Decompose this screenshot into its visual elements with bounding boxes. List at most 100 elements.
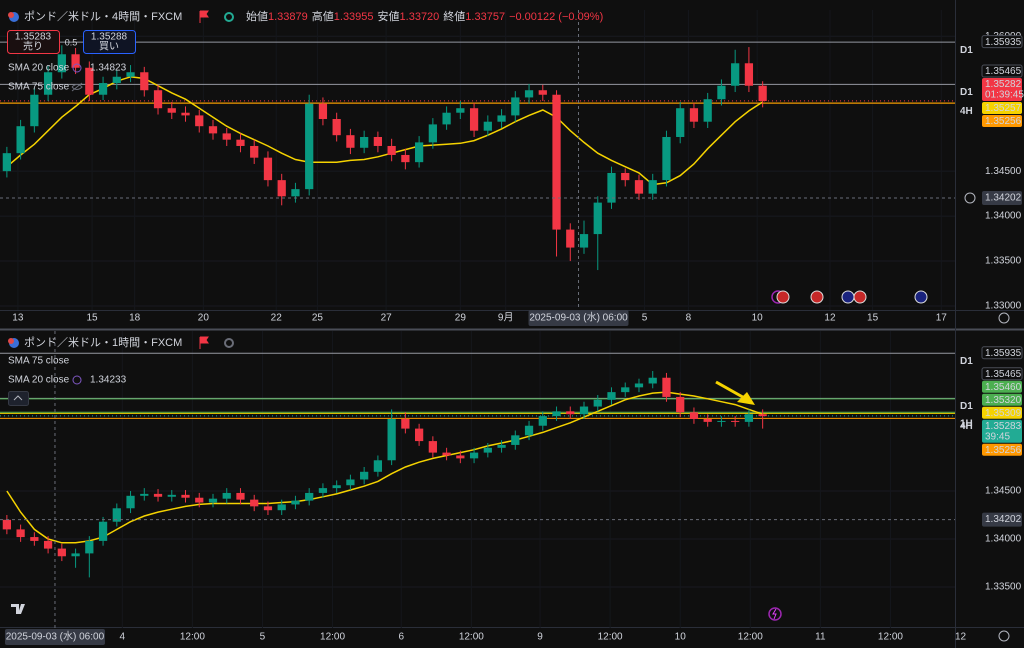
candle-body	[731, 63, 740, 86]
event-icon[interactable]	[841, 290, 855, 304]
chart-title: ポンド／米ドル・4時間・FXCM	[24, 10, 182, 23]
event-icon[interactable]	[853, 290, 867, 304]
candle-body	[744, 414, 754, 422]
candle-body	[387, 419, 396, 461]
candle-body	[566, 411, 575, 415]
buy-button[interactable]	[83, 30, 136, 54]
change: −0.00122 (−0.09%)	[509, 11, 603, 23]
candle-body	[456, 108, 465, 113]
settings-icon[interactable]	[998, 312, 1010, 324]
candle-body	[442, 112, 451, 125]
level-tag: D1	[960, 356, 973, 367]
level-label-box	[981, 346, 1023, 360]
candle-body	[277, 180, 286, 197]
candle-body	[744, 63, 754, 86]
candle-body	[181, 112, 190, 116]
sma-line	[6, 76, 764, 186]
symbol-icon	[8, 12, 14, 18]
candle-body	[250, 145, 259, 158]
candle-body	[2, 519, 11, 530]
buy-price: 1.35288	[91, 32, 128, 43]
hidden-icon[interactable]	[71, 82, 83, 92]
candle-body	[373, 460, 383, 472]
candle-body	[469, 108, 479, 131]
candle-body	[332, 119, 341, 136]
level-label-box	[982, 393, 1022, 406]
event-icon[interactable]	[768, 607, 782, 621]
candle-body	[607, 172, 616, 203]
candle-body	[85, 67, 94, 95]
indicator-icon[interactable]	[72, 375, 82, 385]
candle-body	[195, 497, 204, 503]
candle-body	[85, 540, 94, 554]
level-label-box	[982, 102, 1022, 115]
crosshair-y-box	[982, 190, 1022, 205]
level-label: 1.35460	[985, 382, 1022, 393]
axes: 1.360001.345001.340001.335001.3300013151…	[4, 31, 1024, 645]
level-label: 1.35282	[985, 79, 1022, 90]
level-label: 1.35257	[985, 103, 1022, 114]
ohlc-label: 安値	[378, 9, 400, 23]
candle-body	[483, 447, 492, 453]
candle-body	[291, 189, 300, 197]
crosshair-x-box	[528, 310, 629, 326]
candle-body	[126, 72, 135, 77]
collapse-icon	[13, 395, 23, 401]
candle-body	[360, 471, 369, 480]
candle-body	[332, 485, 341, 489]
level-label-box	[982, 419, 1022, 443]
flag-icon[interactable]	[199, 336, 209, 349]
crosshair-x-box	[4, 629, 105, 645]
candle-body	[414, 142, 424, 163]
candle-body	[442, 452, 451, 456]
candle-body	[16, 529, 25, 538]
status-icon	[224, 338, 234, 348]
x-tick-label: 22	[271, 313, 283, 324]
candle-body	[497, 115, 506, 122]
candle-body	[717, 420, 726, 422]
plot-area	[0, 10, 955, 310]
level-tag: 4H	[960, 421, 973, 432]
candle-body	[483, 121, 492, 131]
event-icon[interactable]	[810, 290, 824, 304]
candle-body	[373, 136, 383, 146]
level-label: 1.35256	[985, 445, 1022, 456]
candle-body	[621, 387, 630, 393]
indicator-icon[interactable]	[72, 63, 82, 73]
sell-button[interactable]	[7, 30, 60, 54]
candle-body	[511, 97, 520, 116]
candle-body	[538, 90, 547, 95]
level-label-box	[981, 35, 1023, 49]
candle-body	[703, 99, 712, 122]
level-countdown: 01:39:45	[985, 90, 1024, 101]
level-label: 1.35465	[985, 66, 1022, 77]
collapse-button[interactable]	[8, 391, 29, 406]
candle-body	[662, 136, 671, 181]
indicator-value: 1.34823	[90, 63, 127, 74]
candle-body	[634, 180, 644, 194]
x-tick-label: 25	[312, 313, 324, 324]
candle-body	[538, 416, 547, 426]
ohlc-value: 1.33757	[465, 11, 505, 23]
candle-body	[401, 154, 410, 163]
candle-body	[153, 90, 163, 109]
candle-body	[428, 124, 437, 143]
event-icon[interactable]	[914, 290, 928, 304]
x-tick-label: 5	[642, 313, 648, 324]
candle-body	[208, 126, 218, 134]
x-tick-label: 6	[398, 632, 404, 643]
candle-body	[469, 452, 479, 459]
level-label: 1.35935	[985, 37, 1022, 48]
settings-icon[interactable]	[998, 630, 1010, 642]
candle-body	[428, 441, 437, 453]
candle-body	[552, 411, 561, 417]
flag-icon[interactable]	[199, 10, 209, 23]
event-icon[interactable]	[776, 290, 790, 304]
ohlc-label: 終値	[443, 9, 465, 23]
plot-area	[0, 331, 955, 628]
candle-body	[2, 153, 11, 172]
level-tag: D1	[960, 401, 973, 412]
x-tick-label: 15	[867, 313, 879, 324]
